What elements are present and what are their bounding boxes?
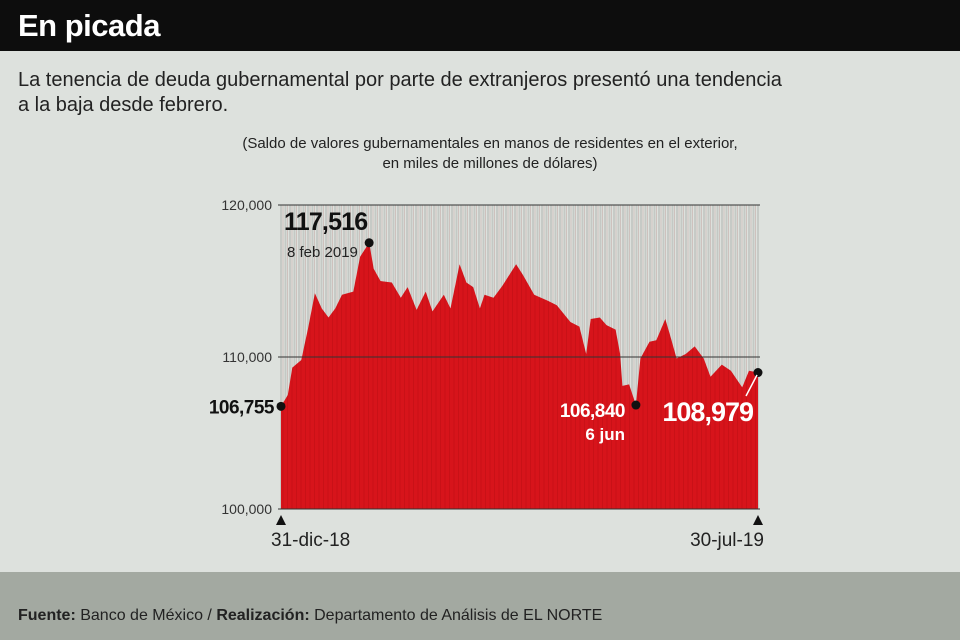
y-tick-label: 110,000: [222, 349, 272, 365]
annotation-dot: [364, 238, 374, 248]
annotation-leader-line: [745, 374, 758, 397]
y-tick-label: 120,000: [221, 197, 272, 213]
source-text: Banco de México /: [80, 607, 212, 624]
annotation-max-value: 117,516: [284, 208, 367, 236]
credit-text: Departamento de Análisis de EL NORTE: [314, 607, 603, 624]
annotation-end-value: 108,979: [662, 397, 754, 427]
header-bar: En picada: [0, 0, 960, 51]
y-tick-label: 100,000: [221, 501, 272, 517]
data-area: [281, 242, 758, 510]
x-axis-label: 31-dic-18: [271, 530, 350, 551]
annotation-dot: [631, 400, 641, 410]
footer: Fuente: Banco de México / Realización: D…: [0, 572, 960, 640]
annotation-dot: [276, 401, 286, 411]
x-marker-triangle: [276, 515, 286, 525]
units-note-line2: en miles de millones de dólares): [382, 155, 598, 172]
source-label: Fuente:: [18, 607, 76, 624]
units-note-line1: (Saldo de valores gubernamentales en man…: [242, 135, 738, 152]
annotation-max-date: 8 feb 2019: [287, 244, 358, 261]
x-marker-triangle: [753, 515, 763, 525]
chart-title: En picada: [18, 8, 160, 43]
annotation-min-value: 106,840: [560, 401, 625, 422]
chart-subtitle: La tenencia de deuda gubernamental por p…: [18, 69, 782, 116]
x-axis-label: 30-jul-19: [690, 530, 764, 551]
annotation-start-value: 106,755: [209, 397, 275, 418]
area-chart: 100,000 110,000 120,000 31-dic-18 30-jul-19 1…: [209, 197, 764, 551]
footer-credits: Fuente: Banco de México / Realización: D…: [18, 607, 602, 625]
annotation-min-date: 6 jun: [585, 425, 625, 444]
units-note: (Saldo de valores gubernamentales en man…: [180, 134, 800, 174]
credit-label: Realización:: [216, 607, 310, 624]
annotation-dot: [753, 368, 763, 378]
